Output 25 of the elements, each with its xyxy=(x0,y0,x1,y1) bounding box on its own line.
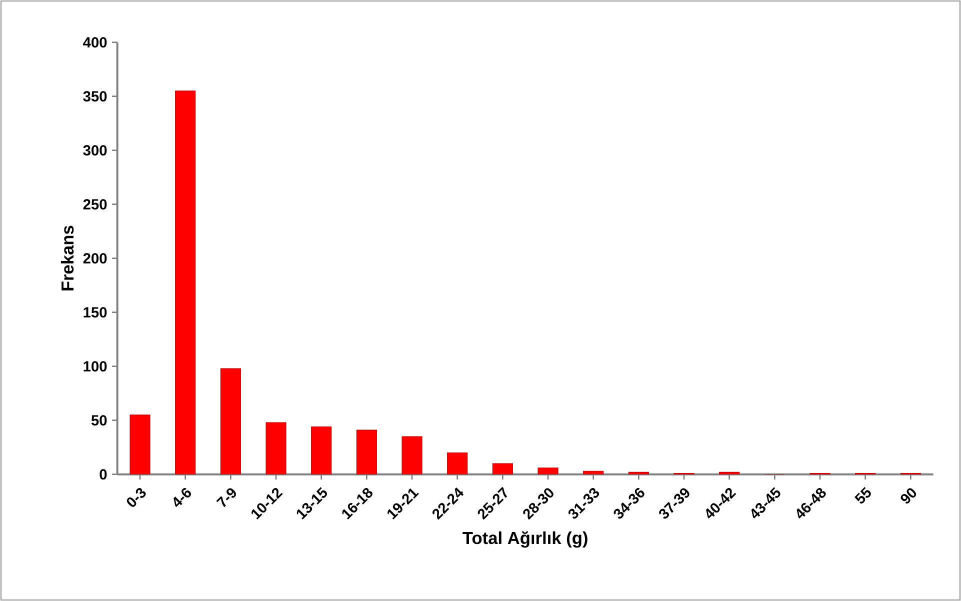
y-axis-title: Frekans xyxy=(60,226,74,290)
bar xyxy=(356,430,377,474)
y-tick-label: 50 xyxy=(91,415,107,426)
y-tick-label: 200 xyxy=(83,253,107,264)
x-tick-label: 55 xyxy=(854,487,871,504)
y-tick-label: 400 xyxy=(83,37,107,48)
x-tick-label: 4-6 xyxy=(174,488,192,507)
y-tick-label: 300 xyxy=(83,145,107,156)
y-tick-label: 250 xyxy=(83,199,107,210)
bar xyxy=(492,464,513,474)
y-tick-label: 0 xyxy=(100,469,107,480)
x-tick-label: 7-9 xyxy=(216,488,236,508)
y-tick-label: 150 xyxy=(84,307,107,318)
bar xyxy=(311,426,332,474)
x-axis-title: Total Ağırlık (g) xyxy=(462,531,588,548)
bar xyxy=(402,436,422,474)
x-tick-label: 90 xyxy=(900,488,916,504)
bar xyxy=(175,90,196,474)
x-tick-label: 0-3 xyxy=(126,488,146,507)
y-tick-label: 350 xyxy=(83,91,107,102)
bar xyxy=(220,368,241,474)
bar xyxy=(266,422,286,474)
bar xyxy=(130,414,150,474)
y-tick-label: 100 xyxy=(84,361,107,372)
bar xyxy=(447,452,468,474)
